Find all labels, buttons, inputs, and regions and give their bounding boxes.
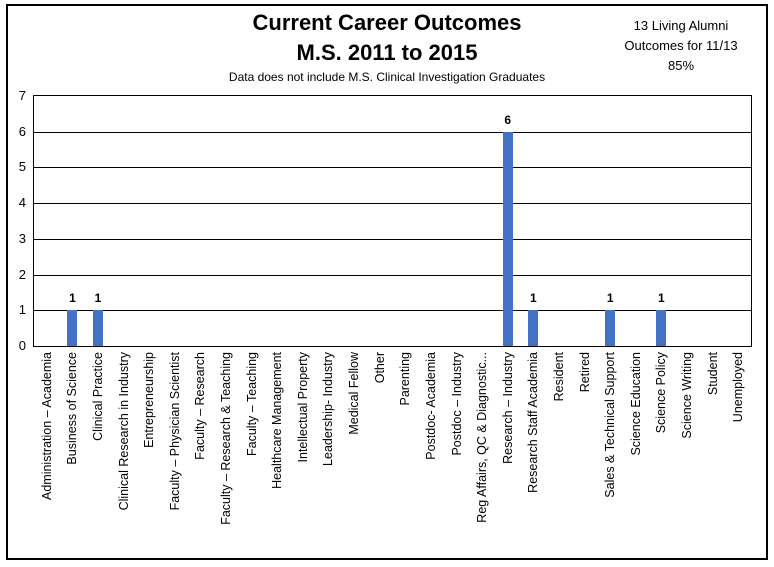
x-category-label: Faculty – Research	[193, 352, 208, 460]
gridline-1	[34, 310, 751, 312]
x-category-label: Entrepreneurship	[142, 352, 157, 448]
gridline-3	[34, 238, 751, 240]
x-category-label: Reg Affairs, QC & Diagnostic...	[475, 352, 490, 523]
bar-value-label: 1	[529, 291, 537, 306]
bar	[67, 310, 78, 346]
gridline-5	[34, 167, 751, 169]
x-category-label: Intellectual Property	[295, 352, 310, 463]
x-category-label: Retired	[577, 352, 592, 393]
title-block: Current Career Outcomes M.S. 2011 to 201…	[0, 8, 774, 85]
bar	[605, 310, 616, 346]
bar	[656, 310, 667, 346]
y-tick-label: 7	[18, 88, 26, 103]
chart-title-line1: Current Career Outcomes	[252, 10, 522, 35]
chart-subtitle: Data does not include M.S. Clinical Inve…	[228, 70, 546, 84]
x-category-label: Clinical Research in Industry	[116, 352, 131, 511]
gridline-6	[34, 131, 751, 133]
annotation-line-1: 13 Living Alumni	[633, 18, 729, 33]
y-tick-label: 0	[18, 338, 26, 353]
x-category-label: Faculty – Teaching	[244, 352, 259, 456]
x-category-label: Resident	[551, 352, 566, 402]
x-category-label: Other	[372, 352, 387, 384]
x-category-label: Faculty – Research & Teaching	[219, 352, 234, 525]
y-tick-label: 4	[18, 195, 26, 211]
gridline-2	[34, 274, 751, 276]
x-category-label: Science Writing	[679, 352, 694, 439]
x-category-label: Postdoc – Industry	[449, 352, 464, 456]
bar	[93, 310, 104, 346]
bar	[502, 131, 513, 346]
gridline-4	[34, 203, 751, 205]
x-category-label: Faculty – Physician Scientist	[167, 352, 182, 511]
bar-value-label: 6	[504, 112, 512, 127]
x-category-label: Student	[705, 352, 720, 396]
x-category-label: Business of Science	[65, 352, 80, 465]
y-tick-label: 2	[18, 266, 26, 282]
x-category-label: Administration – Academia	[39, 352, 54, 500]
x-category-label: Unemployed	[731, 352, 746, 423]
bar-value-label: 1	[658, 291, 665, 306]
bar	[528, 310, 539, 346]
x-category-label: Sales & Technical Support	[603, 352, 618, 498]
bar-value-label: 1	[606, 291, 614, 306]
x-category-label: Medical Fellow	[347, 352, 362, 435]
x-category-label: Science Education	[628, 352, 643, 456]
x-category-label: Postdoc- Academia	[423, 352, 438, 460]
figure-border	[6, 4, 768, 560]
x-category-label: Leadership- Industry	[321, 352, 336, 466]
x-category-label: Research Staff Academia	[526, 352, 541, 493]
y-tick-label: 1	[18, 302, 26, 318]
y-tick-label: 6	[18, 123, 26, 139]
y-tick-label: 3	[18, 230, 26, 246]
bar-value-label: 1	[94, 291, 102, 306]
bar-value-label: 1	[69, 291, 76, 306]
chart-title-line2: M.S. 2011 to 2015	[296, 40, 478, 65]
annotation-line-3: 85%	[667, 58, 695, 73]
y-tick-label: 5	[18, 159, 26, 175]
x-category-label: Healthcare Management	[270, 352, 285, 489]
alumni-annotation: 13 Living Alumni Outcomes for 11/13 85%	[598, 16, 764, 76]
annotation-line-2: Outcomes for 11/13	[624, 38, 738, 53]
x-category-label: Research – Industry	[500, 352, 515, 464]
x-category-label: Science Policy	[654, 352, 669, 434]
x-category-label: Clinical Practice	[91, 352, 106, 441]
x-category-label: Parenting	[398, 352, 413, 406]
